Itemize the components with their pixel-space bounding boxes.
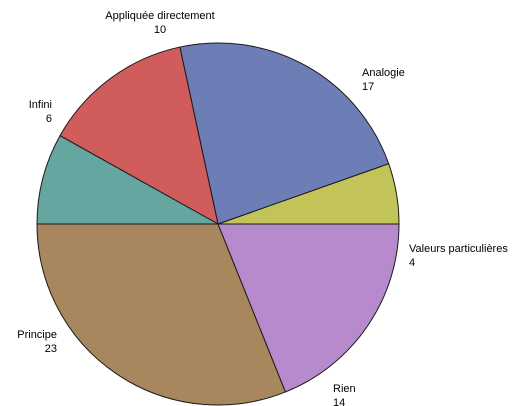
pie-slice-5 [217,223,400,393]
pie-slice-3 [36,135,220,225]
slice-value-3: 6 [46,113,52,125]
slice-value-1: 17 [362,81,374,93]
slice-value-0: 4 [409,257,415,269]
slice-label-0: Valeurs particulières [409,243,508,255]
slice-value-2: 10 [154,24,166,36]
pie-slice-2 [59,46,219,225]
pie-slice-4 [36,223,287,406]
slice-label-5: Rien [333,383,356,395]
slice-label-4: Principe [17,329,57,341]
pie-slice-1 [179,42,390,225]
slice-label-2: Appliquée directement [105,10,214,22]
pie-slices [36,42,400,406]
pie-labels: Valeurs particulières 4 Analogie 17 Appliqué… [17,10,508,406]
slice-value-4: 23 [45,343,57,355]
slice-label-3: Infini [29,99,52,111]
slice-value-5: 14 [333,397,345,406]
slice-label-1: Analogie [362,67,405,79]
